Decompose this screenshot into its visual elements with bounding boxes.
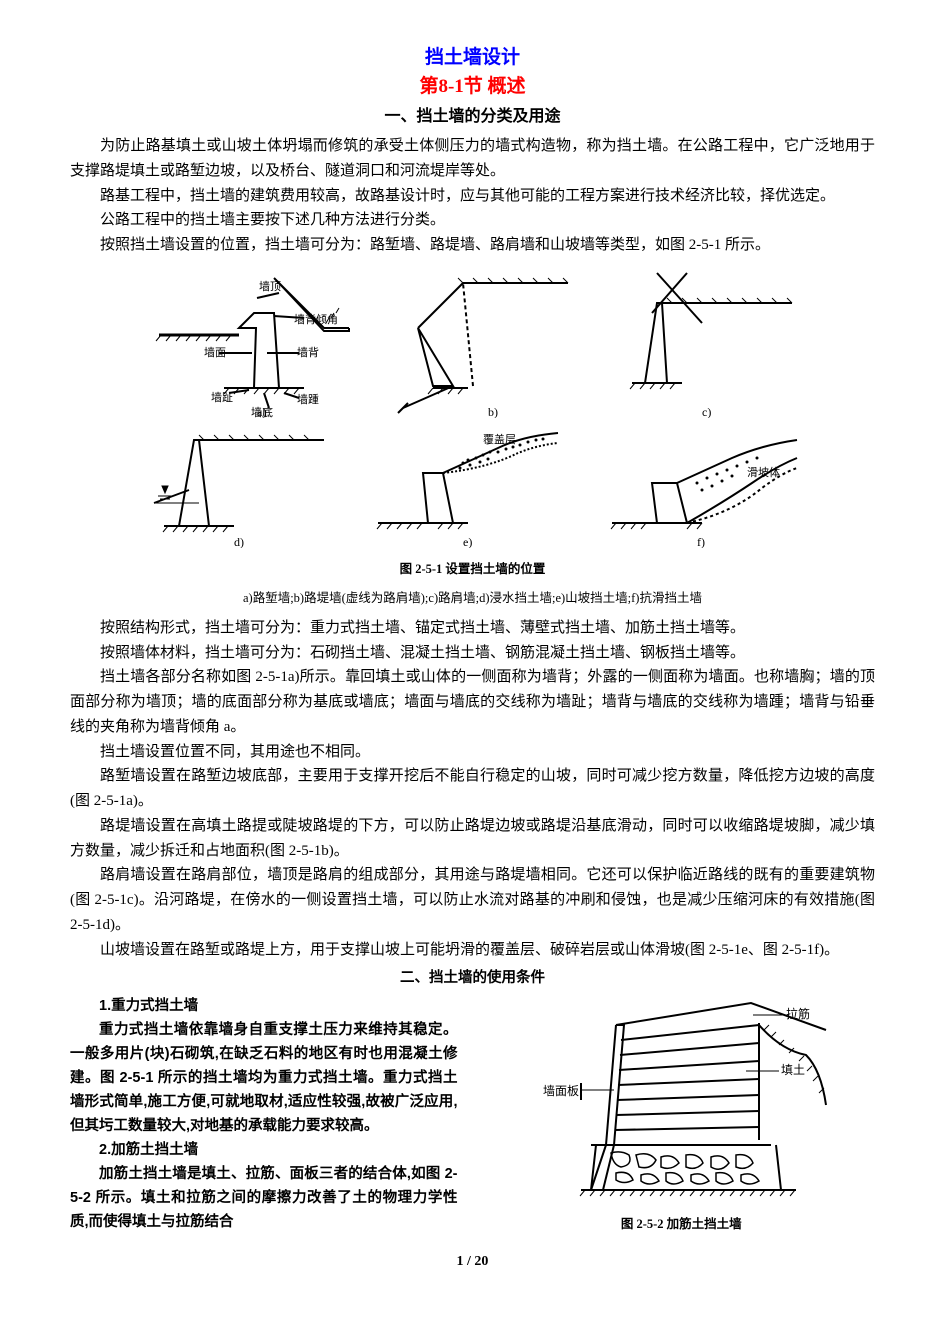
fig-d: d) (144, 428, 334, 548)
svg-text:墙背倾角: 墙背倾角 (294, 312, 338, 326)
fig-c: c) (617, 268, 797, 418)
svg-text:b): b) (488, 405, 498, 418)
section-number: 8-1 (438, 76, 463, 97)
svg-text:c): c) (702, 405, 711, 418)
paragraph: 为防止路基填土或山坡土体坍塌而修筑的承受土体侧压力的墙式构造物，称为挡土墙。在公… (70, 134, 875, 184)
figure-row-1: 墙顶 墙背倾角 墙面 墙背 墙趾 墙底 墙踵 a) b) (70, 268, 875, 418)
paragraph: 挡土墙设置位置不同，其用途也不相同。 (70, 740, 875, 765)
svg-text:墙踵: 墙踵 (297, 392, 319, 406)
page-number: 1 / 20 (70, 1254, 875, 1270)
fig2-caption: 图 2-5-2 加筋土挡土墙 (621, 1213, 742, 1232)
paragraph: 按照挡土墙设置的位置，挡土墙可分为：路堑墙、路堤墙、路肩墙和山坡墙等类型，如图 … (70, 233, 875, 258)
paragraph: 路堤墙设置在高填土路提或陡坡路堤的下方，可以防止路堤边坡或路堤沿基底滑动，同时可… (70, 814, 875, 864)
doc-title: 挡土墙设计 (70, 42, 875, 69)
svg-text:墙顶: 墙顶 (259, 279, 281, 293)
section-suffix: 节 概述 (464, 76, 526, 97)
subtitle-1: 一、挡土墙的分类及用途 (70, 102, 875, 126)
svg-text:滑坡体: 滑坡体 (747, 465, 780, 479)
svg-text:拉筋: 拉筋 (786, 1006, 810, 1021)
two-column-section: 1.重力式挡土墙 重力式挡土墙依靠墙身自重支撑土压力来维持其稳定。一般多用片(块… (70, 995, 875, 1242)
section-prefix: 第 (419, 76, 438, 97)
paragraph: 山坡墙设置在路堑或路堤上方，用于支撑山坡上可能坍滑的覆盖层、破碎岩层或山体滑坡(… (70, 938, 875, 963)
svg-text:墙面板: 墙面板 (543, 1084, 579, 1098)
paragraph: 路堑墙设置在路堑边坡底部，主要用于支撑开挖后不能自行稳定的山坡，同时可减少挖方数… (70, 764, 875, 814)
right-column: 拉筋 填土 墙面板 图 2-5-2 加筋土挡土墙 (488, 995, 876, 1242)
figure-row-2: d) 覆盖层 e) (70, 428, 875, 548)
fig-b: b) (393, 268, 583, 418)
paragraph: 按照墙体材料，挡土墙可分为：石砌挡土墙、混凝土挡土墙、钢筋混凝土挡土墙、钢板挡土… (70, 641, 875, 666)
col-heading-1: 1.重力式挡土墙 (70, 995, 458, 1019)
paragraph: 按照结构形式，挡土墙可分为：重力式挡土墙、锚定式挡土墙、薄壁式挡土墙、加筋土挡土… (70, 616, 875, 641)
fig-f: 滑坡体 f) (602, 428, 802, 548)
document-page: 挡土墙设计 第8-1节 概述 一、挡土墙的分类及用途 为防止路基填土或山坡土体坍… (0, 0, 945, 1290)
paragraph: 公路工程中的挡土墙主要按下述几种方法进行分类。 (70, 208, 875, 233)
fig1-caption-sub: a)路堑墙;b)路堤墙(虚线为路肩墙);c)路肩墙;d)浸水挡土墙;e)山坡挡土… (70, 587, 875, 606)
svg-text:a): a) (257, 405, 266, 418)
svg-text:d): d) (234, 535, 244, 548)
fig-e: 覆盖层 e) (368, 428, 568, 548)
col-text-2: 加筋土挡土墙是填土、拉筋、面板三者的结合体,如图 2-5-2 所示。填土和拉筋之… (70, 1163, 458, 1235)
col-heading-2: 2.加筋土挡土墙 (70, 1139, 458, 1163)
subtitle-2: 二、挡土墙的使用条件 (70, 966, 875, 987)
svg-text:墙趾: 墙趾 (211, 390, 233, 404)
fig-2-5-2: 拉筋 填土 墙面板 (521, 995, 841, 1205)
fig-a: 墙顶 墙背倾角 墙面 墙背 墙趾 墙底 墙踵 a) (149, 268, 359, 418)
svg-text:墙面: 墙面 (204, 345, 226, 359)
paragraph: 路基工程中，挡土墙的建筑费用较高，故路基设计时，应与其他可能的工程方案进行技术经… (70, 184, 875, 209)
col-text-1: 重力式挡土墙依靠墙身自重支撑土压力来维持其稳定。一般多用片(块)石砌筑,在缺乏石… (70, 1019, 458, 1139)
section-title: 第8-1节 概述 (70, 71, 875, 98)
fig1-caption-title: 图 2-5-1 设置挡土墙的位置 (70, 558, 875, 577)
svg-text:墙背: 墙背 (297, 345, 319, 359)
left-column: 1.重力式挡土墙 重力式挡土墙依靠墙身自重支撑土压力来维持其稳定。一般多用片(块… (70, 995, 458, 1242)
svg-text:覆盖层: 覆盖层 (483, 432, 516, 446)
paragraph: 挡土墙各部分名称如图 2-5-1a)所示。靠回填土或山体的一侧面称为墙背；外露的… (70, 665, 875, 739)
svg-text:f): f) (697, 535, 705, 548)
svg-text:e): e) (463, 535, 472, 548)
svg-text:填土: 填土 (781, 1063, 805, 1077)
paragraph: 路肩墙设置在路肩部位，墙顶是路肩的组成部分，其用途与路堤墙相同。它还可以保护临近… (70, 863, 875, 937)
